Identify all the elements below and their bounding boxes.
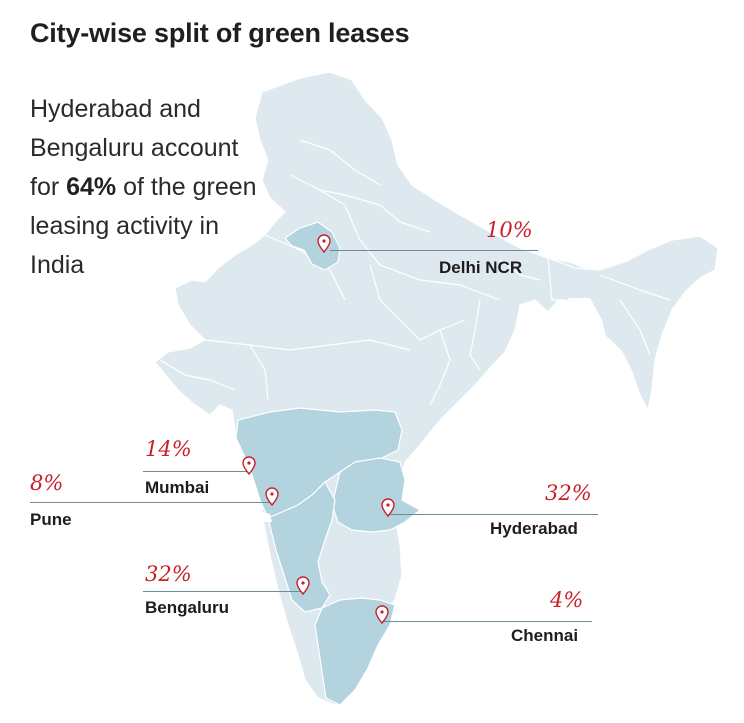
share-pune: 8% [30, 471, 64, 495]
share-bengaluru: 32% [145, 562, 192, 586]
share-delhi: 10% [486, 218, 533, 242]
city-chennai: Chennai [511, 626, 579, 645]
delhi-ncr-region [284, 221, 341, 271]
leader-line-delhi [330, 250, 538, 251]
leader-line-pune [30, 502, 272, 503]
headline-text-1: Hyderabad and Bengaluru account for [30, 95, 239, 201]
share-hyderabad: 32% [545, 481, 592, 505]
map-title: City-wise split of green leases [30, 18, 410, 48]
india-landmass [154, 71, 592, 706]
headline-text-2: of the green leasing activity in India [30, 173, 257, 279]
leader-line-bengaluru [143, 591, 303, 592]
city-pune: Pune [30, 510, 72, 529]
city-bengaluru: Bengaluru [145, 598, 230, 617]
telangana-region [331, 457, 422, 533]
city-delhi: Delhi NCR [439, 258, 523, 277]
leader-line-hyderabad [388, 514, 598, 515]
leader-line-chennai [382, 621, 592, 622]
share-chennai: 4% [550, 588, 584, 612]
headline: Hyderabad and Bengaluru account for 64% … [30, 90, 270, 285]
tamil-nadu-region [314, 597, 396, 706]
city-mumbai: Mumbai [145, 478, 210, 497]
leader-line-mumbai [143, 471, 249, 472]
share-mumbai: 14% [145, 437, 192, 461]
headline-bold: 64% [66, 173, 117, 201]
city-hyderabad: Hyderabad [490, 519, 578, 538]
